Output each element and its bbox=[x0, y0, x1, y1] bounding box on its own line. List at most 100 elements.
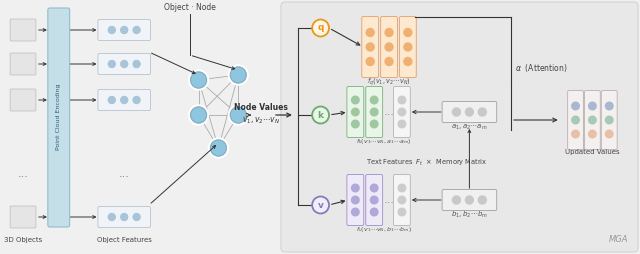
FancyBboxPatch shape bbox=[602, 90, 617, 150]
Text: ...: ... bbox=[383, 107, 394, 117]
Circle shape bbox=[452, 108, 460, 116]
Circle shape bbox=[398, 184, 406, 192]
Circle shape bbox=[404, 28, 412, 37]
Circle shape bbox=[366, 28, 374, 37]
Circle shape bbox=[133, 214, 140, 220]
Circle shape bbox=[312, 20, 329, 37]
FancyBboxPatch shape bbox=[365, 174, 383, 226]
Circle shape bbox=[478, 108, 486, 116]
Circle shape bbox=[191, 72, 207, 88]
Circle shape bbox=[108, 214, 115, 220]
Circle shape bbox=[398, 208, 406, 216]
Circle shape bbox=[478, 196, 486, 204]
Text: Node Values: Node Values bbox=[234, 103, 288, 113]
FancyBboxPatch shape bbox=[394, 87, 410, 137]
Circle shape bbox=[371, 208, 378, 216]
Circle shape bbox=[366, 43, 374, 51]
Text: MGA: MGA bbox=[609, 235, 628, 244]
Circle shape bbox=[605, 102, 613, 110]
Circle shape bbox=[121, 214, 127, 220]
Text: ...: ... bbox=[17, 169, 28, 179]
Text: $f_q(v_1, v_2\cdots v_N)$: $f_q(v_1, v_2\cdots v_N)$ bbox=[367, 76, 411, 88]
Circle shape bbox=[605, 130, 613, 138]
Circle shape bbox=[351, 120, 359, 128]
Circle shape bbox=[371, 196, 378, 204]
FancyBboxPatch shape bbox=[394, 174, 410, 226]
Circle shape bbox=[398, 120, 406, 128]
Circle shape bbox=[572, 116, 579, 124]
Circle shape bbox=[351, 96, 359, 104]
Text: $a_1, a_2\cdots a_m$: $a_1, a_2\cdots a_m$ bbox=[451, 122, 488, 132]
Text: Object Features: Object Features bbox=[97, 237, 152, 243]
Text: Text Features  $F_t$  $\times$  Memory Matrix: Text Features $F_t$ $\times$ Memory Matr… bbox=[366, 158, 488, 168]
FancyBboxPatch shape bbox=[98, 207, 150, 228]
Circle shape bbox=[398, 96, 406, 104]
Circle shape bbox=[385, 43, 393, 51]
Circle shape bbox=[228, 65, 248, 85]
Text: $b_1, b_2\cdots b_m$: $b_1, b_2\cdots b_m$ bbox=[451, 210, 488, 220]
FancyBboxPatch shape bbox=[347, 87, 364, 137]
Text: ...: ... bbox=[119, 169, 130, 179]
Circle shape bbox=[385, 57, 393, 66]
FancyBboxPatch shape bbox=[399, 17, 417, 77]
Circle shape bbox=[589, 130, 596, 138]
Circle shape bbox=[572, 102, 579, 110]
Circle shape bbox=[398, 108, 406, 116]
Circle shape bbox=[312, 197, 329, 214]
Circle shape bbox=[209, 138, 228, 158]
Circle shape bbox=[121, 97, 127, 103]
FancyBboxPatch shape bbox=[10, 19, 36, 41]
Circle shape bbox=[371, 120, 378, 128]
Circle shape bbox=[108, 60, 115, 68]
Circle shape bbox=[121, 26, 127, 34]
Circle shape bbox=[371, 184, 378, 192]
Circle shape bbox=[133, 60, 140, 68]
Circle shape bbox=[230, 107, 246, 123]
Text: ...: ... bbox=[383, 195, 394, 205]
Circle shape bbox=[351, 208, 359, 216]
Circle shape bbox=[366, 57, 374, 66]
Text: Point Cloud Encoding: Point Cloud Encoding bbox=[56, 84, 61, 150]
Circle shape bbox=[371, 108, 378, 116]
Circle shape bbox=[589, 116, 596, 124]
Circle shape bbox=[351, 196, 359, 204]
Circle shape bbox=[108, 26, 115, 34]
FancyBboxPatch shape bbox=[365, 87, 383, 137]
FancyBboxPatch shape bbox=[98, 89, 150, 110]
Circle shape bbox=[351, 184, 359, 192]
FancyBboxPatch shape bbox=[347, 174, 364, 226]
Text: v: v bbox=[317, 200, 324, 210]
FancyBboxPatch shape bbox=[381, 17, 397, 77]
Text: Object · Node: Object · Node bbox=[164, 4, 216, 12]
Circle shape bbox=[133, 26, 140, 34]
FancyBboxPatch shape bbox=[10, 89, 36, 111]
Text: $f_k(v_1\cdots v_N, a_1\cdots a_m)$: $f_k(v_1\cdots v_N, a_1\cdots a_m)$ bbox=[356, 137, 412, 147]
Circle shape bbox=[605, 116, 613, 124]
Circle shape bbox=[189, 105, 209, 125]
Circle shape bbox=[191, 107, 207, 123]
FancyBboxPatch shape bbox=[568, 90, 584, 150]
Circle shape bbox=[404, 57, 412, 66]
FancyBboxPatch shape bbox=[10, 206, 36, 228]
Text: $v_1, v_2 \cdots v_N$: $v_1, v_2 \cdots v_N$ bbox=[242, 116, 280, 126]
FancyBboxPatch shape bbox=[281, 2, 638, 252]
Text: $f_v(v_1\cdots v_N, b_1\cdots b_m)$: $f_v(v_1\cdots v_N, b_1\cdots b_m)$ bbox=[356, 226, 412, 234]
Text: q: q bbox=[317, 24, 324, 33]
Circle shape bbox=[589, 102, 596, 110]
Circle shape bbox=[133, 97, 140, 103]
Text: $\alpha$  (Attention): $\alpha$ (Attention) bbox=[515, 62, 568, 74]
Circle shape bbox=[230, 67, 246, 83]
FancyBboxPatch shape bbox=[442, 102, 497, 122]
Circle shape bbox=[312, 106, 329, 123]
Circle shape bbox=[385, 28, 393, 37]
FancyBboxPatch shape bbox=[362, 17, 379, 77]
Circle shape bbox=[228, 105, 248, 125]
Circle shape bbox=[121, 60, 127, 68]
Text: k: k bbox=[317, 110, 324, 119]
Circle shape bbox=[351, 108, 359, 116]
FancyBboxPatch shape bbox=[584, 90, 600, 150]
FancyBboxPatch shape bbox=[442, 189, 497, 211]
Circle shape bbox=[398, 196, 406, 204]
Text: 3D Objects: 3D Objects bbox=[4, 237, 42, 243]
Circle shape bbox=[465, 196, 474, 204]
